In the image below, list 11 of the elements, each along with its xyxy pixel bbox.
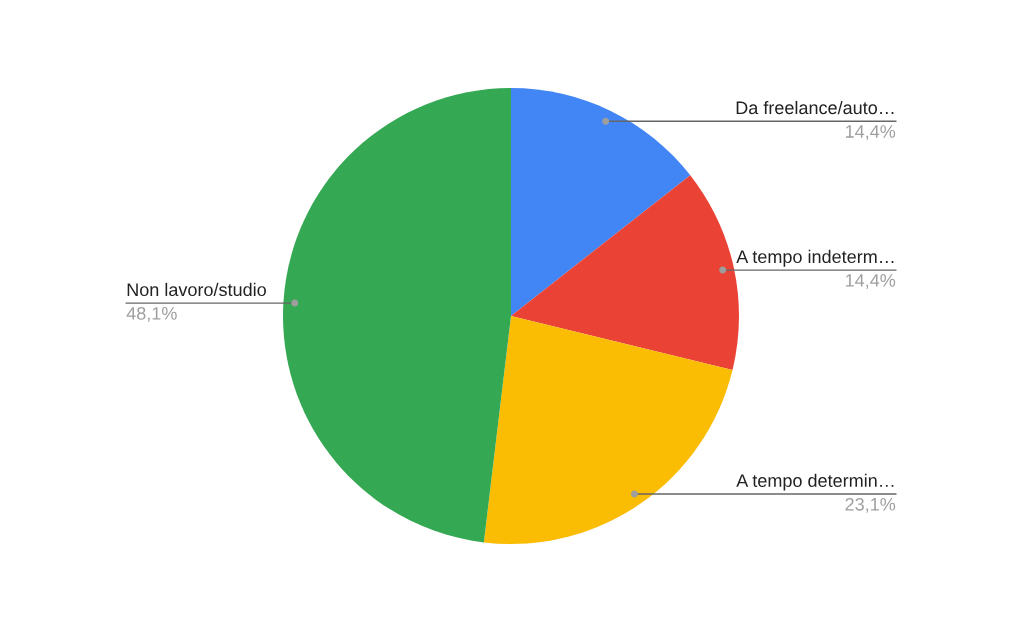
data-label: 14,4% xyxy=(845,274,896,289)
slice-label: Non lavoro/studio xyxy=(127,282,266,297)
pie-slice xyxy=(283,88,511,543)
slice-label: A tempo determin… xyxy=(736,473,894,491)
pie-slice xyxy=(511,88,691,316)
slice-label: A tempo indeterm… xyxy=(736,249,894,267)
data-label: 14,4% xyxy=(845,125,896,140)
slice-label: Da freelance/auto… xyxy=(736,100,894,115)
pie-slice xyxy=(483,316,733,544)
data-label: 23,1% xyxy=(845,497,896,513)
data-label: 48,1% xyxy=(126,306,177,322)
